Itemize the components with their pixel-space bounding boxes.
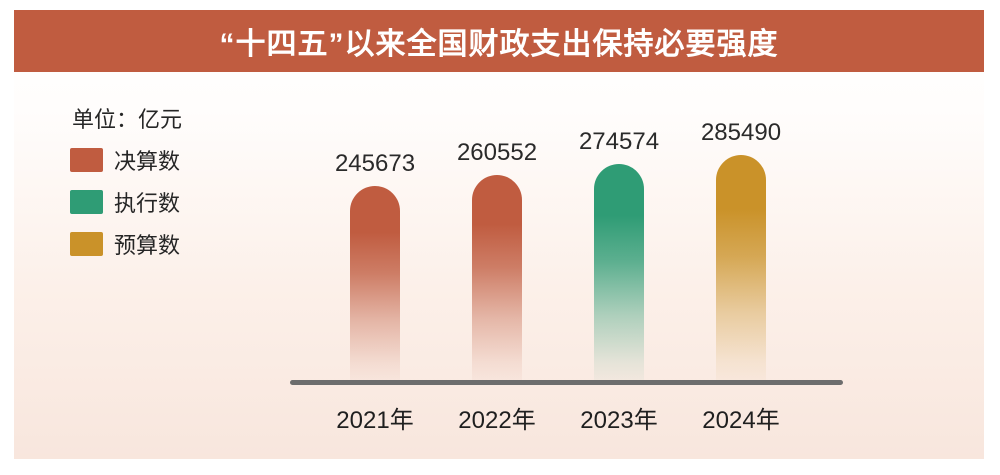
legend-item-execution: 执行数 xyxy=(70,189,181,216)
x-axis-line xyxy=(290,380,843,385)
legend-label: 决算数 xyxy=(114,149,181,174)
legend-item-final-accounts: 决算数 xyxy=(70,147,181,174)
legend-swatch-final-accounts xyxy=(70,148,103,172)
legend-label: 执行数 xyxy=(114,191,181,216)
x-axis-label: 2024年 xyxy=(702,407,780,434)
bar-value-label: 285490 xyxy=(700,119,782,146)
legend-swatch-budget xyxy=(70,232,103,256)
bar-2023 xyxy=(594,164,644,380)
bar-value-label: 260552 xyxy=(456,139,538,166)
unit-label: 单位：亿元 xyxy=(72,107,183,132)
bar-2024 xyxy=(716,155,766,380)
legend-label: 预算数 xyxy=(114,233,181,258)
x-axis-label: 2021年 xyxy=(336,407,414,434)
title-banner: “十四五”以来全国财政支出保持必要强度 xyxy=(14,10,984,72)
bar-2022 xyxy=(472,175,522,380)
chart-card: “十四五”以来全国财政支出保持必要强度 单位：亿元 决算数 执行数 预算数 24… xyxy=(14,10,984,459)
bar-2021 xyxy=(350,186,400,380)
legend-swatch-execution xyxy=(70,190,103,214)
x-axis-label: 2022年 xyxy=(458,407,536,434)
bar-value-label: 245673 xyxy=(334,150,416,177)
x-axis-label: 2023年 xyxy=(580,407,658,434)
chart-title: “十四五”以来全国财政支出保持必要强度 xyxy=(219,28,779,61)
legend: 决算数 执行数 预算数 xyxy=(70,147,180,273)
bar-chart: 245673 2021年 260552 2022年 274574 2023年 285490 2… xyxy=(14,10,984,459)
legend-item-budget: 预算数 xyxy=(70,231,181,258)
bar-value-label: 274574 xyxy=(578,128,660,155)
